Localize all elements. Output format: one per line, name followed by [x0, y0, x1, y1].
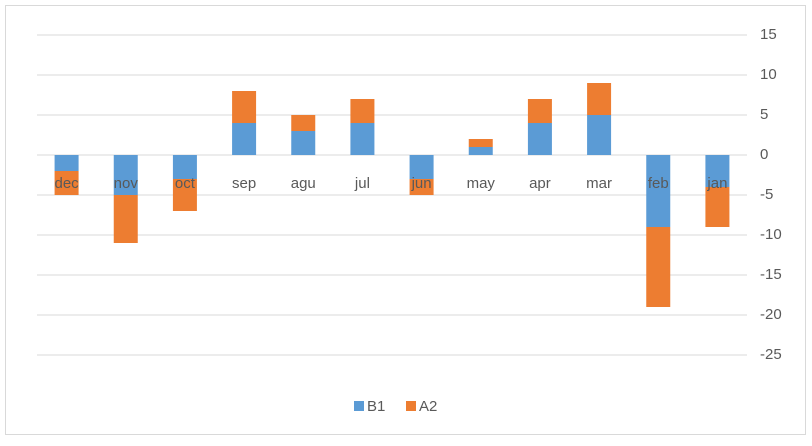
- bar: [350, 99, 375, 123]
- y-tick-label: -20: [760, 306, 782, 323]
- bar: [468, 139, 493, 147]
- bar: [172, 179, 197, 211]
- x-tick-label: may: [467, 175, 496, 192]
- bar: [54, 171, 79, 195]
- x-tick-label: sep: [232, 175, 256, 192]
- x-tick-label: nov: [114, 175, 139, 192]
- bar: [587, 83, 612, 115]
- bar: [468, 147, 493, 155]
- y-tick-label: 10: [760, 66, 777, 83]
- y-tick-label: -25: [760, 346, 782, 363]
- x-tick-label: feb: [648, 175, 669, 192]
- x-tick-label: oct: [175, 175, 196, 192]
- bar: [409, 155, 434, 179]
- legend-swatch: [406, 401, 416, 411]
- x-tick-label: jan: [706, 175, 727, 192]
- x-tick-label: apr: [529, 175, 551, 192]
- bar: [646, 227, 671, 307]
- bar: [646, 155, 671, 227]
- x-tick-label: mar: [586, 175, 612, 192]
- x-tick-label: jun: [411, 175, 432, 192]
- y-tick-label: -15: [760, 266, 782, 283]
- bar: [291, 115, 316, 131]
- x-tick-label: jul: [354, 175, 370, 192]
- legend-swatch: [354, 401, 364, 411]
- bar: [350, 123, 375, 155]
- bar: [705, 187, 730, 227]
- bar: [409, 179, 434, 195]
- bar: [527, 123, 552, 155]
- bar: [527, 99, 552, 123]
- y-tick-label: 0: [760, 146, 768, 163]
- bar: [113, 155, 138, 195]
- bar: [587, 115, 612, 155]
- x-tick-label: dec: [54, 175, 79, 192]
- y-tick-label: -5: [760, 186, 773, 203]
- chart-border: [5, 5, 806, 435]
- y-tick-label: 15: [760, 26, 777, 43]
- x-tick-label: agu: [291, 175, 316, 192]
- bar: [232, 91, 257, 123]
- bar: [291, 131, 316, 155]
- bar: [54, 155, 79, 171]
- legend-label: B1: [367, 398, 385, 415]
- bar: [172, 155, 197, 179]
- bar: [232, 123, 257, 155]
- y-tick-label: 5: [760, 106, 768, 123]
- legend-label: A2: [419, 398, 437, 415]
- bar: [705, 155, 730, 187]
- bar: [113, 195, 138, 243]
- y-tick-label: -10: [760, 226, 782, 243]
